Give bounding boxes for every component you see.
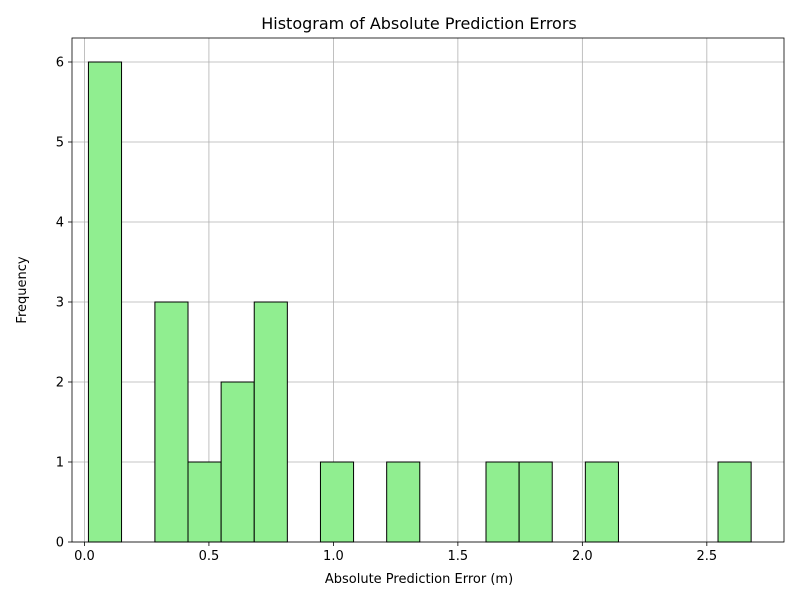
histogram-bar xyxy=(386,461,421,543)
y-tick-label: 3 xyxy=(56,296,64,311)
x-tick-label: 0.5 xyxy=(199,549,220,564)
x-tick-label: 1.0 xyxy=(323,549,344,564)
y-tick-label: 4 xyxy=(56,216,64,231)
histogram-bar xyxy=(253,301,288,543)
x-axis: 0.0 0.5 1.0 1.5 2.0 2.5 xyxy=(74,542,717,564)
histogram-bar xyxy=(220,381,255,543)
y-tick-label: 5 xyxy=(56,136,64,151)
y-axis-title: Frequency xyxy=(15,256,30,323)
histogram-bar xyxy=(87,61,123,543)
histogram-bar xyxy=(187,461,222,543)
bars xyxy=(87,61,752,543)
chart-title: Histogram of Absolute Prediction Errors xyxy=(261,14,577,33)
x-tick-label: 0.0 xyxy=(74,549,95,564)
x-axis-title: Absolute Prediction Error (m) xyxy=(325,572,513,587)
y-tick-label: 2 xyxy=(56,376,64,391)
x-tick-label: 2.0 xyxy=(572,549,593,564)
histogram-bar xyxy=(485,461,520,543)
histogram-bar xyxy=(319,461,355,543)
y-tick-label: 6 xyxy=(56,56,64,71)
y-tick-label: 0 xyxy=(56,536,64,551)
histogram-bar xyxy=(518,461,553,543)
x-tick-label: 1.5 xyxy=(448,549,469,564)
histogram-bar xyxy=(717,461,752,543)
grid xyxy=(72,38,784,543)
y-tick-label: 1 xyxy=(56,456,64,471)
plot-frame xyxy=(71,37,785,543)
x-tick-label: 2.5 xyxy=(696,549,717,564)
y-axis: 0 1 2 3 4 5 6 xyxy=(56,56,72,551)
histogram-bar xyxy=(584,461,619,543)
histogram-bar xyxy=(154,301,189,543)
